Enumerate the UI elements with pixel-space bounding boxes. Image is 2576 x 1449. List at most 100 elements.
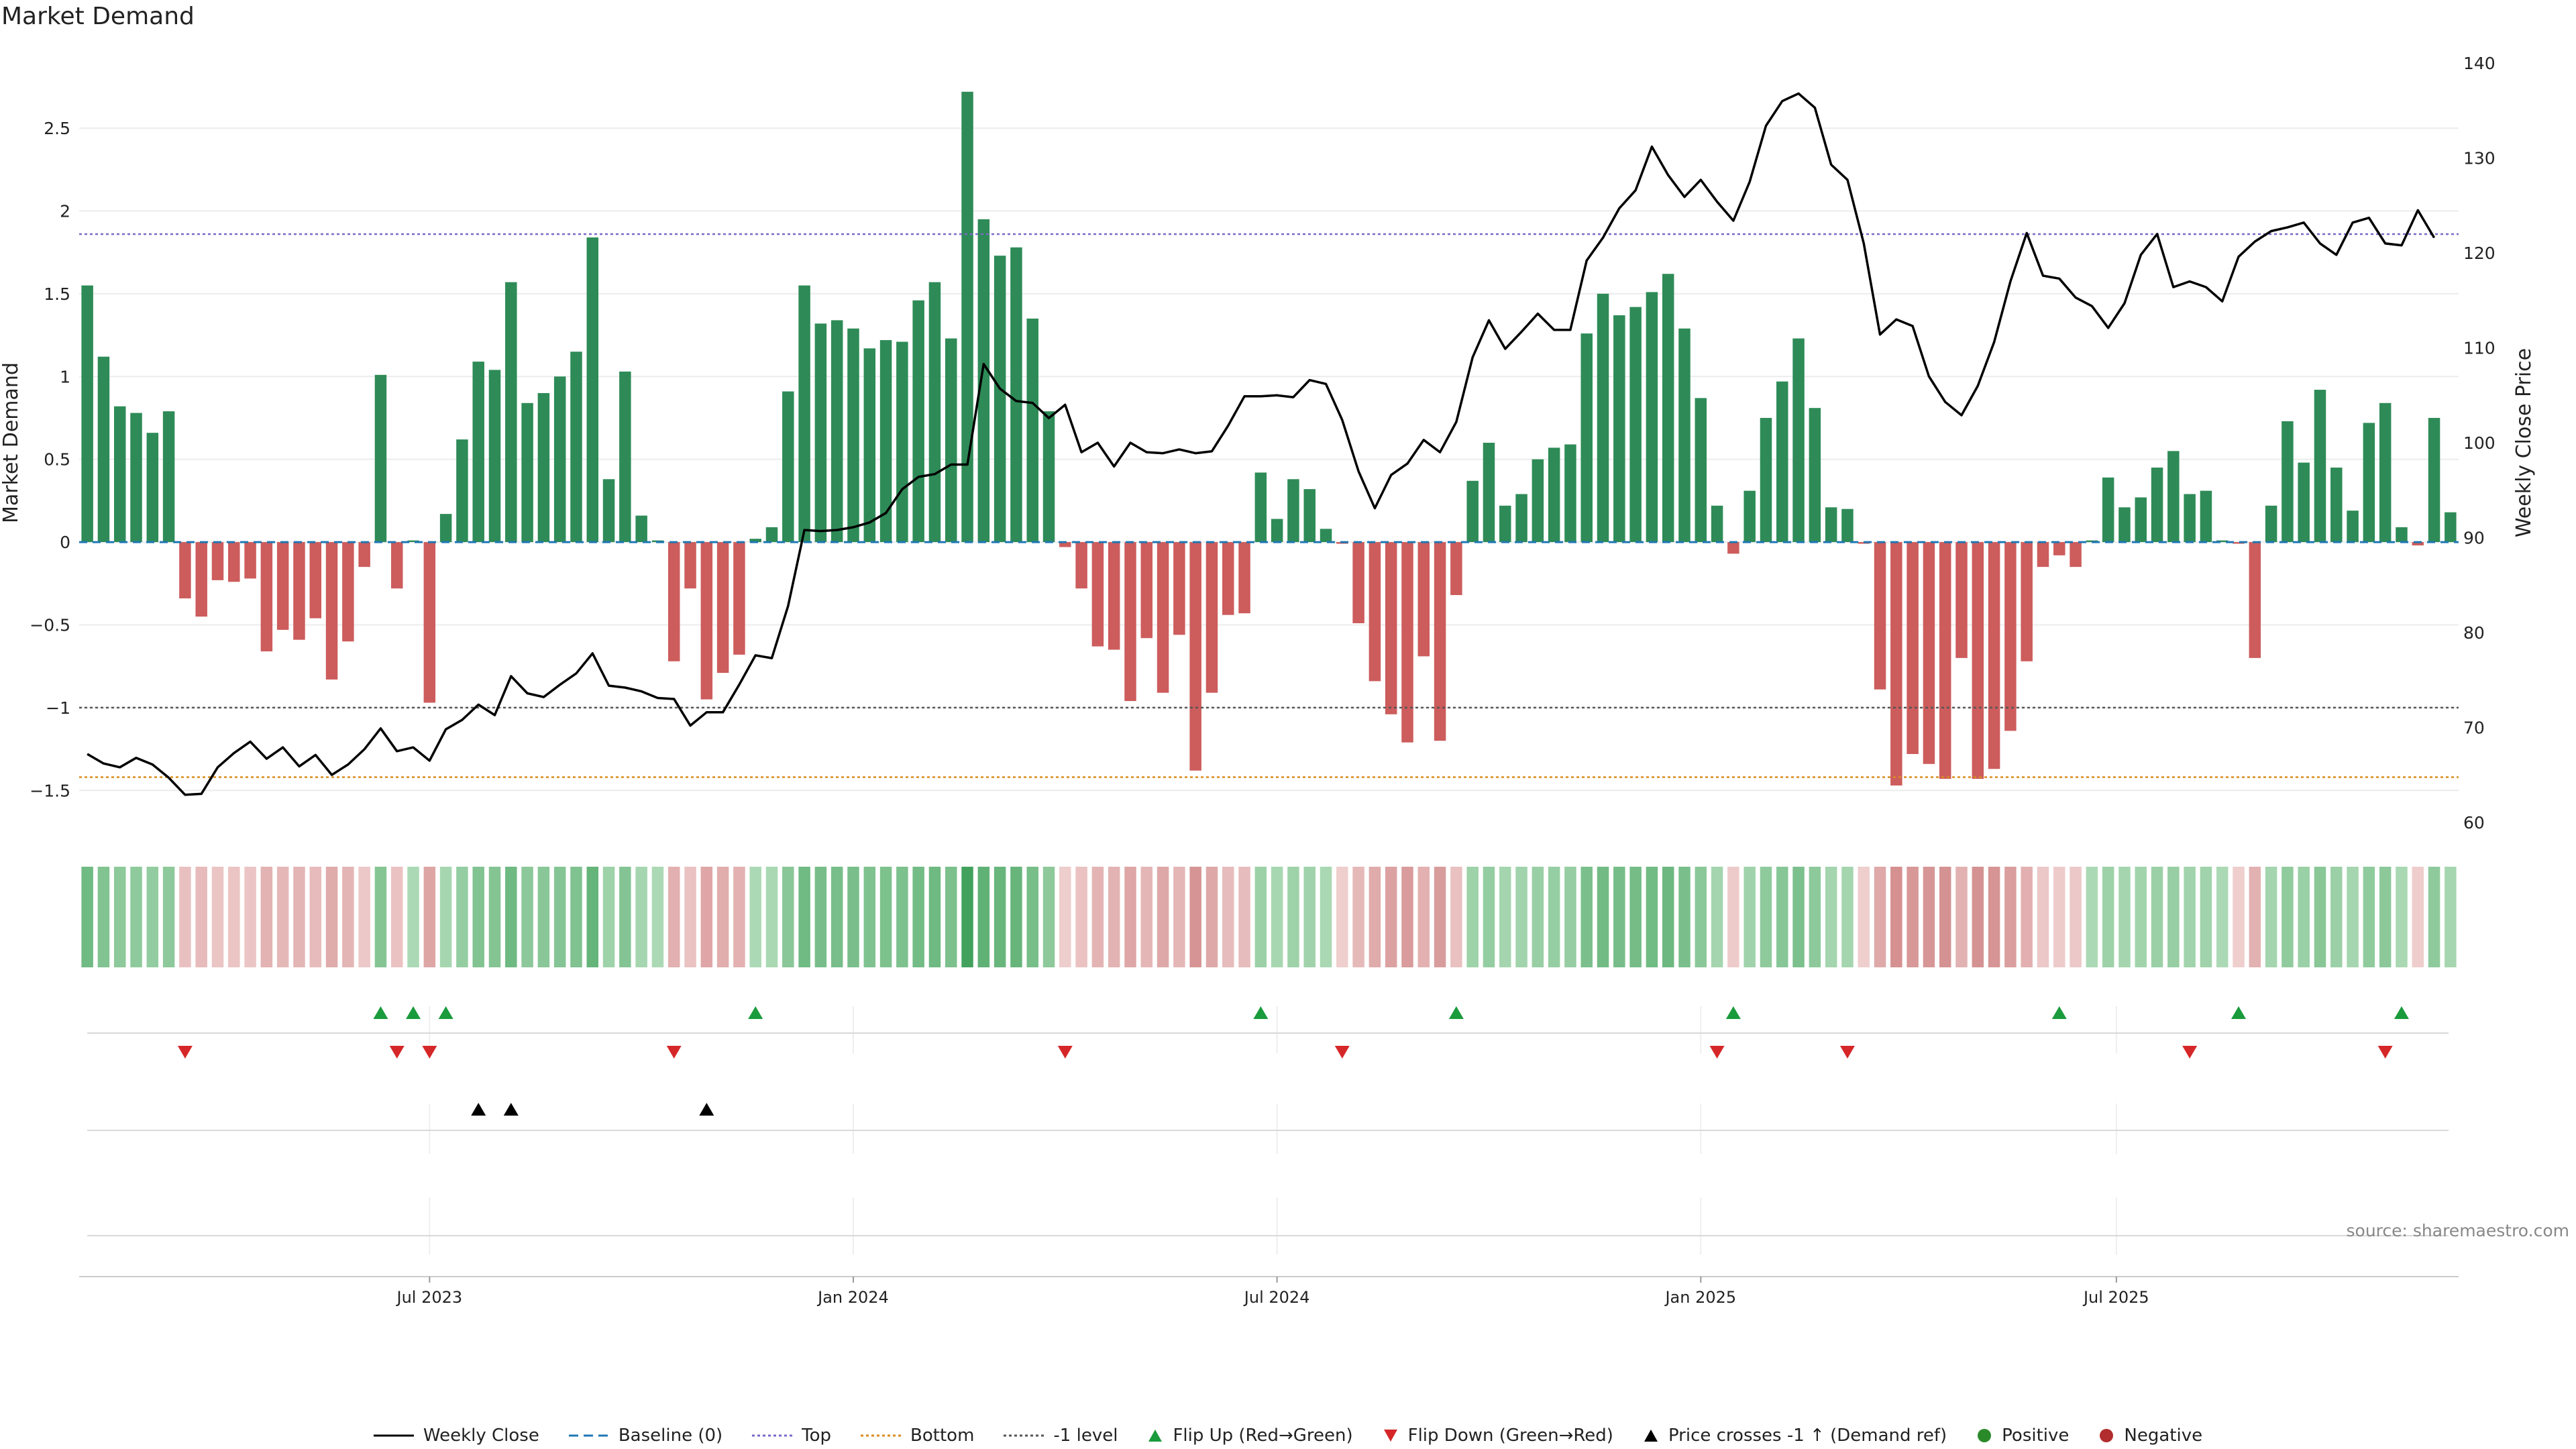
demand-bar — [1613, 315, 1625, 543]
flip-down-marker — [1709, 1046, 1725, 1059]
demand-bar — [1483, 443, 1495, 543]
demand-bar — [1809, 408, 1821, 543]
heat-cell — [1597, 867, 1609, 967]
heat-cell — [293, 867, 305, 967]
demand-bar — [814, 323, 827, 543]
heat-cell — [505, 867, 517, 967]
heat-cell — [2298, 867, 2310, 967]
flip-up-marker — [438, 1006, 453, 1019]
heat-cell — [1515, 867, 1527, 967]
demand-bar — [2102, 477, 2114, 543]
heat-cell — [782, 867, 794, 967]
demand-bar — [358, 542, 370, 568]
demand-bar — [1629, 307, 1642, 543]
heat-cell — [81, 867, 93, 967]
flip-up-marker — [1448, 1006, 1464, 1019]
legend-label: Price crosses -1 ↑ (Demand ref) — [1668, 1426, 1947, 1446]
heat-cell — [325, 867, 338, 967]
y2-tick-label: 110 — [2463, 339, 2496, 358]
demand-bar — [863, 348, 876, 543]
demand-bar — [1417, 542, 1430, 657]
demand-bar — [456, 439, 468, 543]
x-tick-label: Jan 2025 — [1664, 1288, 1736, 1307]
legend-label: Bottom — [910, 1426, 975, 1446]
flip-up-marker — [406, 1006, 421, 1019]
heat-cell — [2184, 867, 2196, 967]
triangle-up-icon — [1644, 1430, 1658, 1442]
heat-cell — [1548, 867, 1560, 967]
demand-bar — [2004, 542, 2017, 731]
demand-bar — [1955, 542, 1968, 658]
heat-cell — [700, 867, 713, 967]
heat-cell — [2216, 867, 2229, 967]
heat-cell — [716, 867, 729, 967]
heat-cell — [358, 867, 370, 967]
heat-cell — [456, 867, 468, 967]
source-note: source: sharemaestro.com — [2346, 1221, 2570, 1240]
heat-cell — [1972, 867, 1984, 967]
flip-down-marker — [2377, 1046, 2393, 1059]
heat-cell — [244, 867, 256, 967]
demand-bar — [716, 542, 729, 674]
price-cross-marker — [471, 1103, 486, 1116]
heat-cell — [1124, 867, 1136, 967]
heat-cell — [1858, 867, 1870, 967]
heat-cell — [1678, 867, 1690, 967]
legend-item-bottom: Bottom — [861, 1426, 974, 1446]
demand-bar — [733, 542, 745, 655]
heat-cell — [879, 867, 892, 967]
legend-label: Flip Down (Green→Red) — [1407, 1426, 1613, 1446]
flip-up-marker — [1253, 1006, 1269, 1019]
flip-down-marker — [2182, 1046, 2198, 1059]
heat-cell — [521, 867, 533, 967]
heat-cell — [162, 867, 175, 967]
demand-bar — [2118, 507, 2131, 543]
heat-cell — [830, 867, 843, 967]
demand-bar — [2233, 542, 2245, 544]
demand-bar — [1711, 505, 1723, 543]
demand-bar — [586, 237, 599, 543]
heat-cell — [1809, 867, 1821, 967]
demand-bar — [1108, 542, 1120, 650]
line-solid-icon — [373, 1434, 414, 1437]
heat-cell — [97, 867, 110, 967]
demand-bar — [2314, 390, 2326, 543]
heat-cell — [2265, 867, 2277, 967]
demand-bar — [2298, 462, 2310, 543]
legend-item-minus-one: -1 level — [1004, 1426, 1118, 1446]
heat-cell — [2053, 867, 2065, 967]
heat-cell — [1743, 867, 1756, 967]
heat-cell — [635, 867, 647, 967]
x-tick-label: Jul 2024 — [1243, 1288, 1310, 1307]
y-axis-label: Market Demand — [0, 362, 23, 523]
demand-bar — [749, 539, 761, 543]
demand-bar — [602, 479, 615, 543]
flip-down-marker — [177, 1046, 193, 1059]
heat-cell — [1532, 867, 1544, 967]
heat-cell — [1287, 867, 1299, 967]
heat-cell — [342, 867, 354, 967]
legend-label: Baseline (0) — [618, 1426, 723, 1446]
heat-cell — [537, 867, 550, 967]
heat-cell — [1499, 867, 1511, 967]
legend: Weekly Close Baseline (0) Top Bottom -1 … — [0, 1426, 2576, 1446]
demand-bar — [668, 542, 680, 661]
heat-cell — [994, 867, 1006, 967]
heat-cell — [1907, 867, 1919, 967]
demand-bar — [211, 542, 224, 580]
heat-cell — [1075, 867, 1087, 967]
heat-cell — [228, 867, 240, 967]
demand-bar — [1907, 542, 1919, 754]
demand-bar — [2445, 512, 2457, 543]
heat-cell — [2396, 867, 2408, 967]
legend-label: Top — [802, 1426, 832, 1446]
heat-cell — [1108, 867, 1120, 967]
demand-bar — [2428, 417, 2440, 543]
heat-cell — [814, 867, 827, 967]
heat-cell — [733, 867, 745, 967]
heat-cell — [602, 867, 615, 967]
heat-cell — [553, 867, 566, 967]
demand-bar — [325, 542, 338, 680]
demand-bar — [1548, 447, 1560, 543]
demand-bar — [1874, 542, 1886, 690]
